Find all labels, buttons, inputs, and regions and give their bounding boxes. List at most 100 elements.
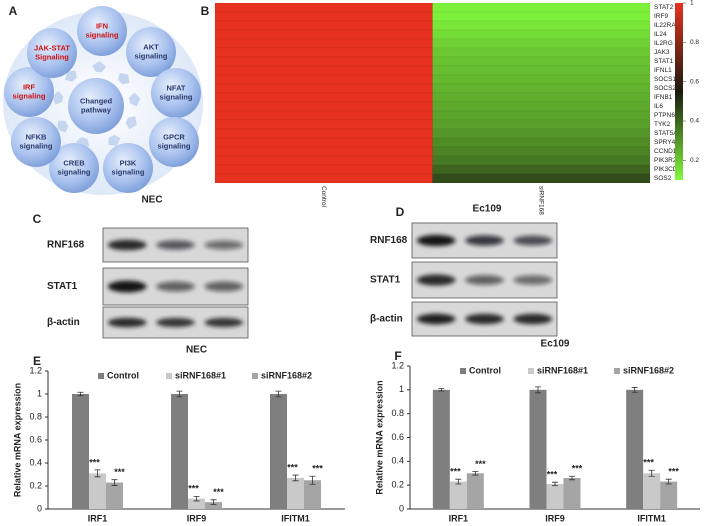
error-bar <box>665 478 672 485</box>
heat-cell <box>214 11 433 22</box>
x-tick-label: IRF1 <box>449 513 469 523</box>
panel-label: F <box>394 349 401 363</box>
heat-cell <box>432 101 651 112</box>
heat-cell <box>214 146 433 157</box>
blot-band <box>416 274 456 286</box>
blot-band <box>513 235 553 246</box>
chart-title: Ec109 <box>541 339 570 350</box>
blot-row-label: β-actin <box>370 314 403 325</box>
blot-band <box>204 281 244 292</box>
legend-label: Control <box>107 370 139 380</box>
node-label: signaling <box>58 167 91 176</box>
row-label: IFNB1 <box>654 94 673 101</box>
heat-cell <box>432 119 651 130</box>
node-label: IRF <box>23 82 36 91</box>
legend-swatch <box>252 373 258 379</box>
column-label: Control <box>320 186 327 208</box>
error-bar <box>455 478 462 485</box>
blot-row-label: RNF168 <box>47 240 85 251</box>
heat-cell <box>432 56 651 67</box>
heat-cell <box>214 2 433 13</box>
legend-label: Control <box>469 365 501 375</box>
node-label: PI3K <box>120 158 137 167</box>
blot-row-label: STAT1 <box>47 281 78 292</box>
error-bar <box>111 479 118 486</box>
error-bar <box>94 469 101 478</box>
heat-cell <box>432 11 651 22</box>
heat-cell <box>432 137 651 148</box>
row-label: PIK3CD <box>654 166 678 173</box>
heat-cell <box>432 38 651 49</box>
row-label: IFNL1 <box>654 67 672 74</box>
blot-band <box>156 240 195 250</box>
bar <box>171 394 188 509</box>
significance-label: *** <box>450 467 461 477</box>
row-label: CCND1 <box>654 148 677 155</box>
western-blot: NEC RNF168 STAT1 β-actin <box>47 195 249 339</box>
blot-band <box>107 280 147 293</box>
bar <box>106 482 123 509</box>
heat-cell <box>432 20 651 31</box>
arrow <box>92 61 107 73</box>
heat-cell <box>432 155 651 166</box>
row-label: JAK3 <box>654 49 670 56</box>
row-label: IRF9 <box>654 13 668 20</box>
x-tick-label: IFITM1 <box>637 513 666 523</box>
heat-cell <box>214 65 433 76</box>
panel-labels: A B C D E F <box>9 4 405 368</box>
pathway-node <box>11 117 61 167</box>
bar <box>660 481 678 509</box>
error-bar <box>176 390 183 398</box>
row-label: STAT2 <box>654 4 674 11</box>
blot-band <box>465 275 504 285</box>
row-label: SOCS1 <box>654 76 676 83</box>
blot-band <box>156 281 195 292</box>
bar <box>432 389 450 509</box>
row-label: STAT1 <box>654 58 674 65</box>
error-bar <box>438 388 445 392</box>
legend-swatch <box>166 373 172 379</box>
arrow <box>125 116 137 130</box>
y-tick-label: 0 <box>399 503 404 513</box>
legend-label: siRNF168#2 <box>623 365 674 375</box>
error-bar <box>552 481 558 487</box>
blot-band <box>416 234 456 247</box>
error-bar <box>569 475 575 481</box>
node-label: NFAT <box>166 83 185 92</box>
pathway-node <box>77 6 127 56</box>
arrow <box>108 134 121 146</box>
error-bar <box>309 475 316 485</box>
y-tick-label: 0.2 <box>29 480 42 490</box>
pathway-node <box>4 67 54 117</box>
heat-cell <box>214 119 433 130</box>
y-tick-label: 0.6 <box>391 432 404 442</box>
panel-label: A <box>9 4 18 18</box>
y-tick-label: 0 <box>37 503 42 513</box>
error-bar <box>472 471 479 476</box>
legend-swatch <box>614 368 620 374</box>
node-label: signaling <box>158 141 191 150</box>
error-bar <box>275 390 282 398</box>
error-bar <box>535 386 541 394</box>
heat-cell <box>214 74 433 85</box>
arrow <box>118 72 130 85</box>
row-label: STAT5A <box>654 130 678 137</box>
bar <box>205 502 222 509</box>
heat-cell <box>214 38 433 49</box>
row-label: IL2RG <box>654 40 673 47</box>
panel-label: C <box>33 212 42 226</box>
row-label: PTPN6 <box>654 112 675 119</box>
heat-cell <box>214 173 433 184</box>
bar <box>270 394 287 509</box>
bar <box>529 389 547 509</box>
chart-title: NEC <box>186 345 207 356</box>
heat-cell <box>214 29 433 40</box>
node-label: Changed <box>80 96 113 105</box>
error-bar <box>210 499 217 505</box>
node-label: pathway <box>81 105 112 114</box>
node-label: GPCR <box>163 132 185 141</box>
node-label: JAK-STAT <box>34 43 70 52</box>
legend-swatch <box>460 368 466 374</box>
blot-band <box>204 240 244 250</box>
